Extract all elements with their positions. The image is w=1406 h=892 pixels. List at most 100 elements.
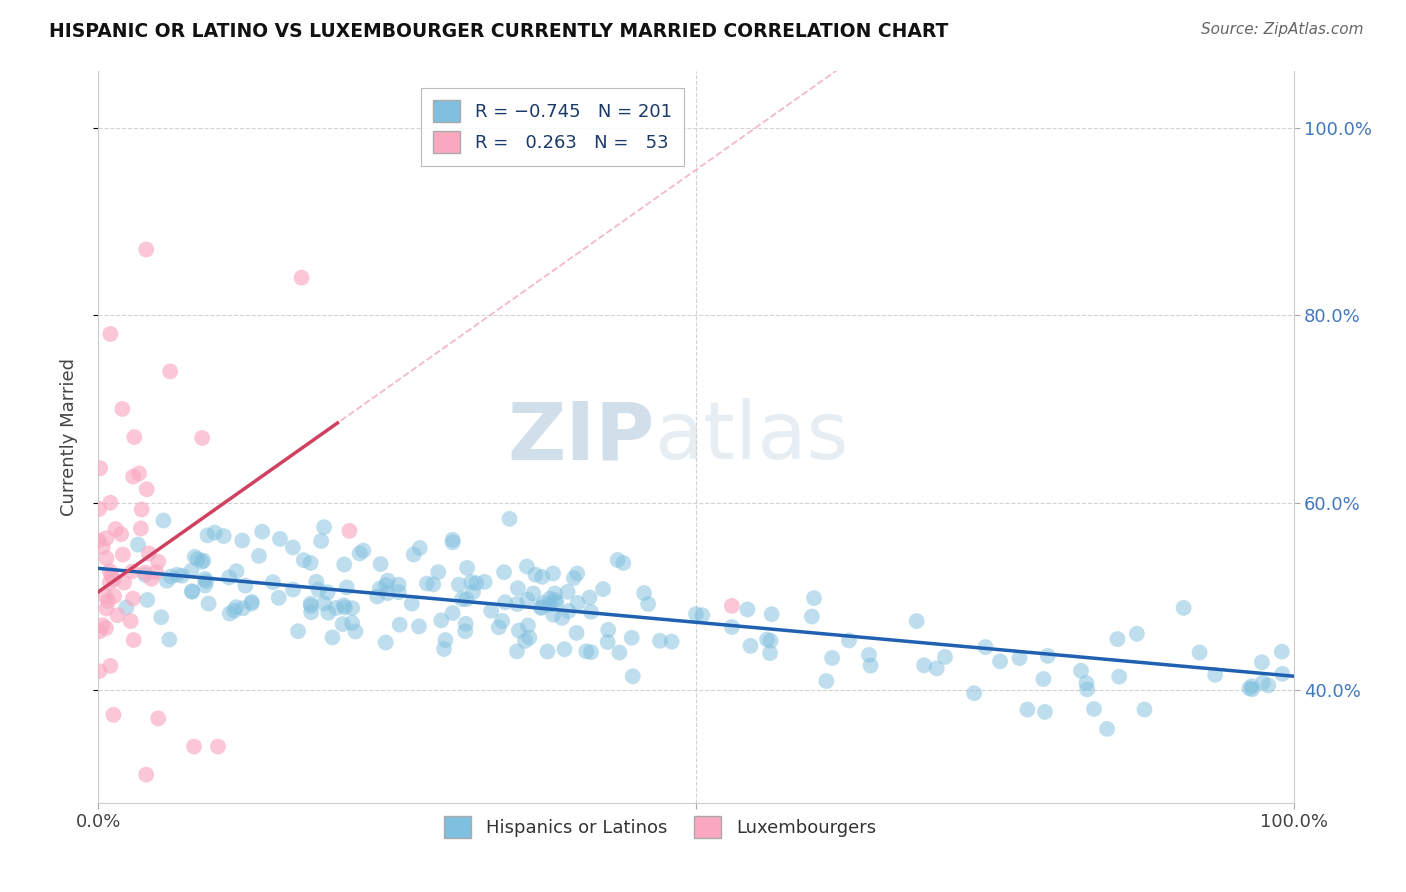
Point: [544, 593, 567, 607]
Point: [138, 546, 160, 560]
Point: [368, 582, 391, 596]
Point: [737, 602, 759, 616]
Point: [332, 599, 354, 613]
Point: [235, 579, 257, 593]
Point: [352, 543, 374, 558]
Point: [447, 577, 470, 591]
Point: [159, 364, 181, 378]
Point: [974, 640, 997, 654]
Point: [96, 551, 118, 566]
Point: [103, 573, 125, 587]
Point: [339, 524, 361, 538]
Point: [557, 604, 579, 618]
Point: [516, 618, 538, 632]
Point: [422, 577, 444, 591]
Point: [541, 566, 564, 581]
Point: [578, 591, 600, 605]
Point: [166, 567, 188, 582]
Point: [170, 568, 193, 582]
Point: [508, 624, 530, 638]
Point: [661, 634, 683, 648]
Point: [821, 651, 844, 665]
Point: [128, 467, 150, 481]
Point: [546, 595, 568, 609]
Point: [633, 586, 655, 600]
Point: [524, 567, 547, 582]
Point: [134, 566, 156, 580]
Point: [441, 535, 464, 549]
Point: [721, 599, 744, 613]
Point: [434, 633, 457, 648]
Point: [536, 644, 558, 658]
Point: [218, 607, 240, 621]
Point: [131, 502, 153, 516]
Point: [180, 564, 202, 578]
Point: [648, 633, 671, 648]
Point: [934, 649, 956, 664]
Point: [299, 605, 322, 619]
Point: [299, 556, 322, 570]
Point: [1241, 682, 1264, 697]
Point: [1108, 670, 1130, 684]
Point: [225, 600, 247, 615]
Point: [1017, 702, 1039, 716]
Point: [312, 520, 335, 534]
Text: ZIP: ZIP: [508, 398, 654, 476]
Point: [104, 522, 127, 536]
Point: [91, 618, 114, 632]
Point: [1240, 679, 1263, 693]
Point: [308, 582, 330, 597]
Point: [567, 596, 589, 610]
Point: [291, 270, 314, 285]
Point: [97, 594, 120, 608]
Point: [194, 572, 217, 586]
Point: [281, 582, 304, 597]
Point: [1036, 648, 1059, 663]
Point: [815, 673, 838, 688]
Point: [637, 597, 659, 611]
Point: [565, 626, 588, 640]
Point: [522, 586, 544, 600]
Point: [721, 620, 744, 634]
Point: [612, 556, 634, 570]
Point: [240, 595, 263, 609]
Point: [94, 621, 117, 635]
Point: [557, 585, 579, 599]
Point: [89, 501, 111, 516]
Point: [103, 707, 125, 722]
Point: [157, 632, 180, 647]
Point: [838, 633, 860, 648]
Point: [759, 633, 782, 648]
Point: [531, 570, 554, 584]
Point: [912, 658, 935, 673]
Point: [454, 616, 477, 631]
Point: [538, 591, 561, 606]
Point: [332, 617, 354, 632]
Point: [120, 614, 142, 628]
Point: [1271, 666, 1294, 681]
Point: [193, 553, 215, 567]
Point: [299, 597, 322, 611]
Point: [1251, 675, 1274, 690]
Point: [267, 591, 290, 605]
Point: [513, 634, 536, 648]
Point: [135, 483, 157, 497]
Point: [803, 591, 825, 606]
Point: [281, 541, 304, 555]
Point: [517, 631, 540, 645]
Point: [183, 739, 205, 754]
Point: [609, 646, 631, 660]
Point: [148, 711, 170, 725]
Point: [98, 575, 121, 590]
Point: [533, 596, 555, 610]
Point: [474, 574, 496, 589]
Point: [148, 555, 170, 569]
Point: [465, 576, 488, 591]
Point: [336, 581, 359, 595]
Point: [129, 521, 152, 535]
Point: [963, 686, 986, 700]
Point: [1032, 672, 1054, 686]
Point: [262, 575, 284, 590]
Point: [1204, 668, 1226, 682]
Point: [416, 576, 439, 591]
